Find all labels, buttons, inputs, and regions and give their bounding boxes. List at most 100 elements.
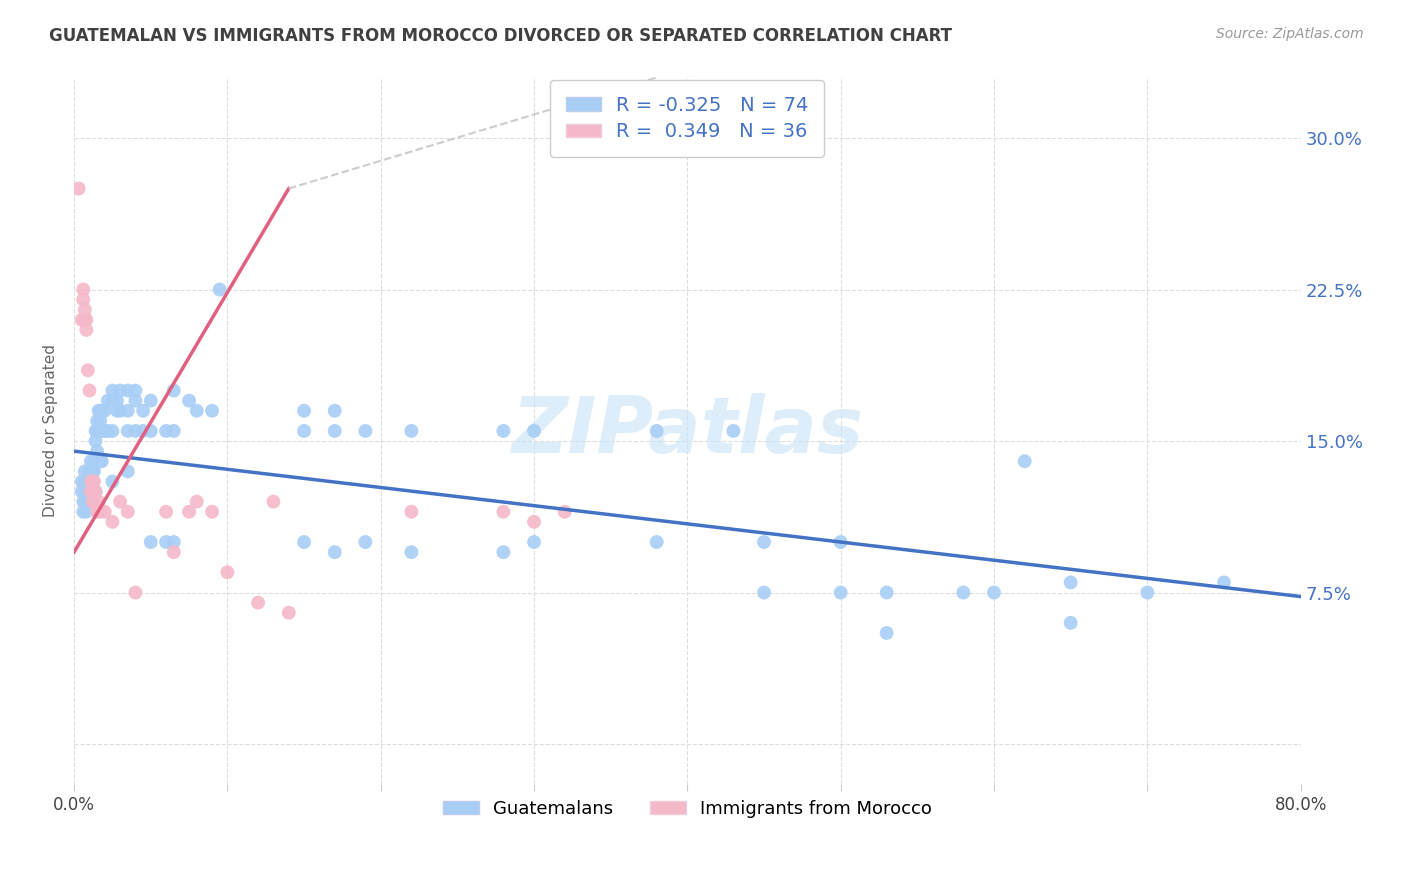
Point xyxy=(323,403,346,417)
Point xyxy=(86,414,108,428)
Point xyxy=(201,403,224,417)
Point xyxy=(830,585,852,599)
Point xyxy=(82,475,104,489)
Point xyxy=(79,494,101,508)
Point xyxy=(101,424,124,438)
Point xyxy=(117,424,139,438)
Point xyxy=(73,475,96,489)
Point xyxy=(117,403,139,417)
Point xyxy=(292,535,315,549)
Text: GUATEMALAN VS IMMIGRANTS FROM MOROCCO DIVORCED OR SEPARATED CORRELATION CHART: GUATEMALAN VS IMMIGRANTS FROM MOROCCO DI… xyxy=(49,27,952,45)
Point xyxy=(84,454,107,468)
Point xyxy=(155,505,177,519)
Point xyxy=(70,313,93,327)
Point xyxy=(86,444,108,458)
Point xyxy=(247,596,270,610)
Point xyxy=(132,424,155,438)
Point xyxy=(492,424,515,438)
Point xyxy=(124,585,146,599)
Point xyxy=(67,181,90,195)
Point xyxy=(90,403,112,417)
Point xyxy=(72,505,94,519)
Point xyxy=(1059,615,1081,630)
Point xyxy=(84,434,107,448)
Point xyxy=(72,283,94,297)
Point xyxy=(117,384,139,398)
Point xyxy=(83,454,105,468)
Point xyxy=(554,505,576,519)
Point xyxy=(208,283,231,297)
Text: ZIPatlas: ZIPatlas xyxy=(512,393,863,469)
Point xyxy=(163,545,186,559)
Point xyxy=(163,384,186,398)
Point xyxy=(752,585,775,599)
Point xyxy=(723,424,745,438)
Point xyxy=(983,585,1005,599)
Point xyxy=(79,475,101,489)
Point xyxy=(876,626,898,640)
Point xyxy=(163,424,186,438)
Point xyxy=(75,484,97,499)
Point xyxy=(72,293,94,307)
Point xyxy=(830,535,852,549)
Point xyxy=(72,494,94,508)
Point xyxy=(645,535,668,549)
Point xyxy=(277,606,299,620)
Point xyxy=(108,384,131,398)
Point xyxy=(79,484,101,499)
Point xyxy=(70,484,93,499)
Point xyxy=(177,505,200,519)
Point xyxy=(139,535,162,549)
Point xyxy=(73,494,96,508)
Y-axis label: Divorced or Separated: Divorced or Separated xyxy=(44,344,58,517)
Point xyxy=(97,424,120,438)
Point xyxy=(101,384,124,398)
Point xyxy=(177,393,200,408)
Point xyxy=(77,475,100,489)
Point xyxy=(523,535,546,549)
Point xyxy=(117,505,139,519)
Point xyxy=(523,424,546,438)
Point xyxy=(401,424,423,438)
Point xyxy=(84,484,107,499)
Point xyxy=(108,403,131,417)
Point xyxy=(83,464,105,478)
Point xyxy=(82,464,104,478)
Point xyxy=(73,464,96,478)
Point xyxy=(84,484,107,499)
Point xyxy=(876,585,898,599)
Point xyxy=(89,403,111,417)
Point xyxy=(75,475,97,489)
Point xyxy=(87,424,110,438)
Point xyxy=(87,403,110,417)
Point xyxy=(105,393,128,408)
Point xyxy=(83,484,105,499)
Point xyxy=(155,535,177,549)
Point xyxy=(124,393,146,408)
Point xyxy=(752,535,775,549)
Point xyxy=(94,424,117,438)
Point xyxy=(1014,454,1036,468)
Point xyxy=(201,505,224,519)
Point xyxy=(75,505,97,519)
Point xyxy=(80,464,103,478)
Point xyxy=(75,494,97,508)
Point xyxy=(89,414,111,428)
Point xyxy=(73,313,96,327)
Point xyxy=(139,424,162,438)
Point xyxy=(523,515,546,529)
Point xyxy=(354,424,377,438)
Point xyxy=(323,424,346,438)
Point xyxy=(77,363,100,377)
Point xyxy=(101,515,124,529)
Point xyxy=(101,475,124,489)
Point xyxy=(401,505,423,519)
Point xyxy=(79,464,101,478)
Point xyxy=(101,393,124,408)
Point xyxy=(79,384,101,398)
Point xyxy=(323,545,346,559)
Point xyxy=(124,384,146,398)
Point xyxy=(117,464,139,478)
Point xyxy=(124,424,146,438)
Point xyxy=(492,505,515,519)
